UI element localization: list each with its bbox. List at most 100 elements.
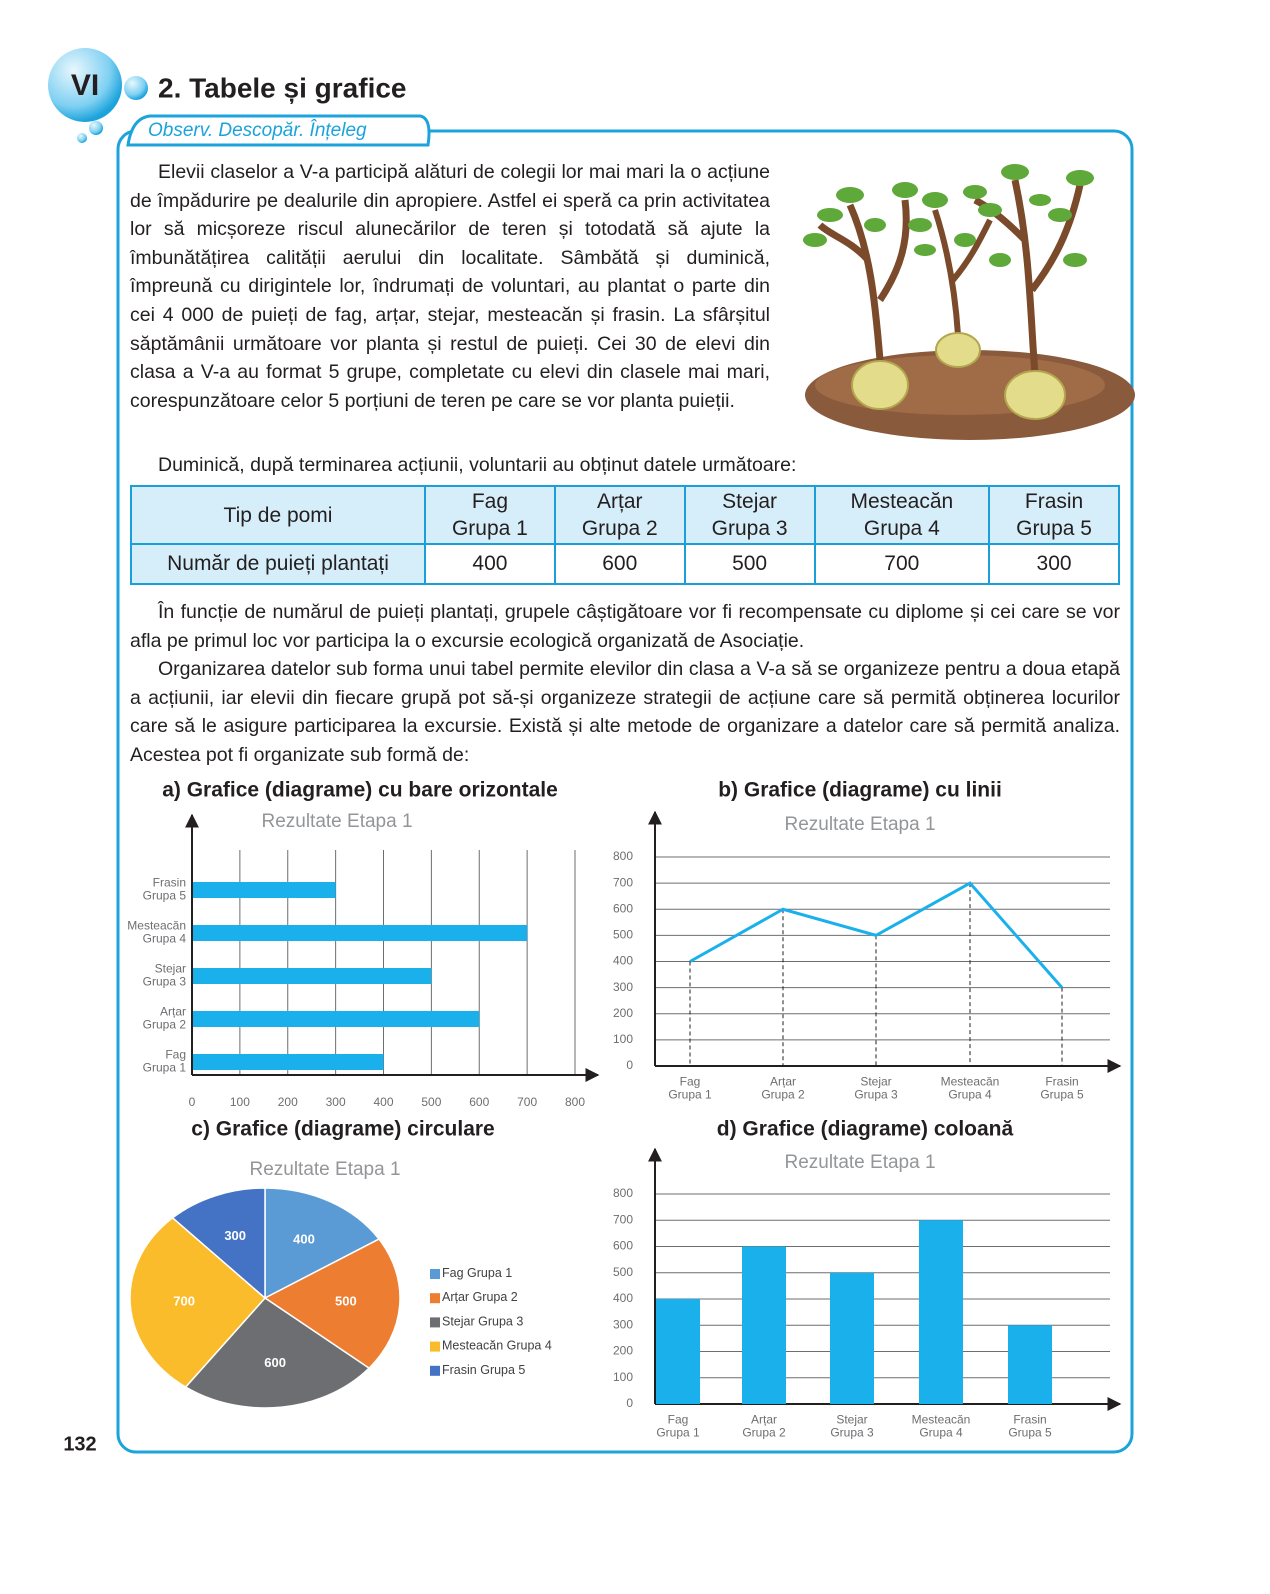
legend-entry: Arțar Grupa 2	[442, 1290, 518, 1304]
legend-swatch	[430, 1269, 440, 1279]
legend-part: Grupa 3	[478, 1315, 523, 1329]
table-header-cell: Tip de pomi	[130, 485, 426, 545]
table-header-line: Grupa 3	[711, 517, 788, 540]
chart-title: Rezultate Etapa 1	[249, 1159, 400, 1180]
table-header-line: Frasin	[1024, 490, 1084, 513]
chapter-number: VI	[71, 69, 99, 102]
table-header-cell: Stejar Grupa 3	[683, 485, 816, 545]
legend-entry: Frasin Grupa 5	[442, 1363, 525, 1377]
category-line: Grupa 3	[830, 1426, 874, 1440]
category-label: Frasin Grupa 5	[143, 876, 187, 903]
table-header-line: Fag	[471, 490, 509, 513]
table-row: Număr de puieți plantați 400 600 500 700 300	[130, 543, 1120, 585]
x-tick-label: 800	[565, 1095, 585, 1109]
x-tick-label: 200	[278, 1095, 298, 1109]
category-label: Frasin Grupa 5	[1040, 1075, 1084, 1102]
category-label: Mesteacăn Grupa 4	[127, 919, 186, 946]
data-label: 500	[335, 1294, 357, 1309]
category-line: Grupa 1	[656, 1426, 700, 1440]
bar	[830, 1272, 874, 1404]
category-label: Fag Grupa 1	[668, 1075, 712, 1102]
table-header-line: Arțar	[597, 490, 643, 513]
bar	[192, 968, 432, 984]
legend-part: Stejar	[442, 1315, 475, 1329]
category-label: Arțar Grupa 2	[742, 1413, 786, 1440]
table-header-line: Grupa 1	[451, 517, 528, 540]
tab-label: Observ. Descopăr. Înțeleg	[148, 119, 367, 141]
category-line: Fag	[668, 1413, 689, 1427]
table-header-line: Grupa 4	[863, 517, 940, 540]
category-line: Grupa 2	[143, 1018, 187, 1032]
page-number: 132	[63, 1433, 96, 1455]
legend-part: Grupa 2	[473, 1290, 518, 1304]
category-line: Grupa 2	[742, 1426, 786, 1440]
table-row: Tip de pomi Fag Grupa 1 Arțar Grupa 2 Stejar…	[130, 485, 1120, 545]
category-line: Grupa 4	[948, 1088, 992, 1102]
bar	[192, 1054, 384, 1070]
y-tick-label: 500	[613, 1265, 633, 1279]
category-line: Grupa 4	[143, 932, 187, 946]
paragraph: În funcție de numărul de puieți plantați…	[130, 601, 1120, 652]
data-label: 300	[224, 1228, 246, 1243]
table-cell: 600	[553, 543, 686, 585]
legend-part: Grupa 1	[467, 1266, 512, 1280]
category-label: Mesteacăn Grupa 4	[941, 1075, 1000, 1102]
category-line: Frasin	[1045, 1075, 1078, 1089]
chart-heading: b) Grafice (diagrame) cu linii	[718, 779, 1002, 802]
category-line: Grupa 5	[1008, 1426, 1052, 1440]
bar	[192, 925, 528, 941]
category-label: Fag Grupa 1	[143, 1048, 187, 1075]
y-tick-label: 0	[626, 1396, 633, 1410]
table-header-line: Grupa 5	[1016, 517, 1092, 540]
paragraph: Elevii claselor a V-a participă alături …	[130, 161, 770, 412]
chapter-bubble	[48, 48, 122, 122]
chart-title: Rezultate Etapa 1	[784, 1152, 935, 1173]
legend-swatch	[430, 1341, 440, 1352]
category-line: Fag	[680, 1075, 701, 1089]
category-line: Grupa 2	[761, 1088, 805, 1102]
category-line: Stejar	[836, 1413, 867, 1427]
x-tick-label: 600	[469, 1095, 489, 1109]
bubble	[77, 133, 87, 143]
bar	[192, 882, 336, 898]
category-line: Grupa 5	[1040, 1088, 1084, 1102]
bar	[919, 1220, 963, 1404]
y-tick-label: 100	[613, 1032, 633, 1046]
x-tick-label: 0	[189, 1095, 196, 1109]
category-line: Grupa 3	[854, 1088, 898, 1102]
data-label: 600	[264, 1355, 286, 1370]
bubble	[124, 76, 148, 100]
legend-swatch	[430, 1293, 440, 1304]
table-header-line: Mesteacăn	[850, 490, 954, 513]
chart-title: Rezultate Etapa 1	[784, 814, 935, 835]
category-line: Stejar	[155, 962, 186, 976]
y-tick-label: 700	[613, 1212, 633, 1226]
y-tick-label: 100	[613, 1370, 633, 1384]
legend-part: Arțar	[442, 1290, 469, 1304]
y-tick-label: 300	[613, 980, 633, 994]
y-tick-label: 300	[613, 1317, 633, 1331]
category-line: Frasin	[1013, 1413, 1046, 1427]
chart-heading: d) Grafice (diagrame) coloană	[717, 1118, 1014, 1141]
category-line: Grupa 3	[143, 975, 187, 989]
pie-slice	[263, 1238, 401, 1370]
table-header-cell: Frasin Grupa 5	[988, 485, 1120, 545]
y-tick-label: 0	[626, 1058, 633, 1072]
category-line: Mesteacăn	[941, 1075, 1000, 1089]
x-tick-label: 700	[517, 1095, 537, 1109]
table-cell: 300	[988, 543, 1120, 585]
category-label: Stejar Grupa 3	[143, 962, 187, 989]
tab	[126, 114, 431, 147]
category-line: Fag	[165, 1048, 186, 1062]
y-tick-label: 200	[613, 1344, 633, 1358]
y-tick-label: 600	[613, 1239, 633, 1253]
category-line: Grupa 5	[143, 889, 187, 903]
legend-part: Fag	[442, 1266, 464, 1280]
data-label: 400	[293, 1232, 315, 1247]
bar	[742, 1246, 786, 1404]
chart-heading: c) Grafice (diagrame) circulare	[191, 1118, 494, 1141]
table-header-line: Stejar	[722, 490, 778, 513]
category-line: Arțar	[751, 1413, 777, 1427]
y-tick-label: 200	[613, 1006, 633, 1020]
